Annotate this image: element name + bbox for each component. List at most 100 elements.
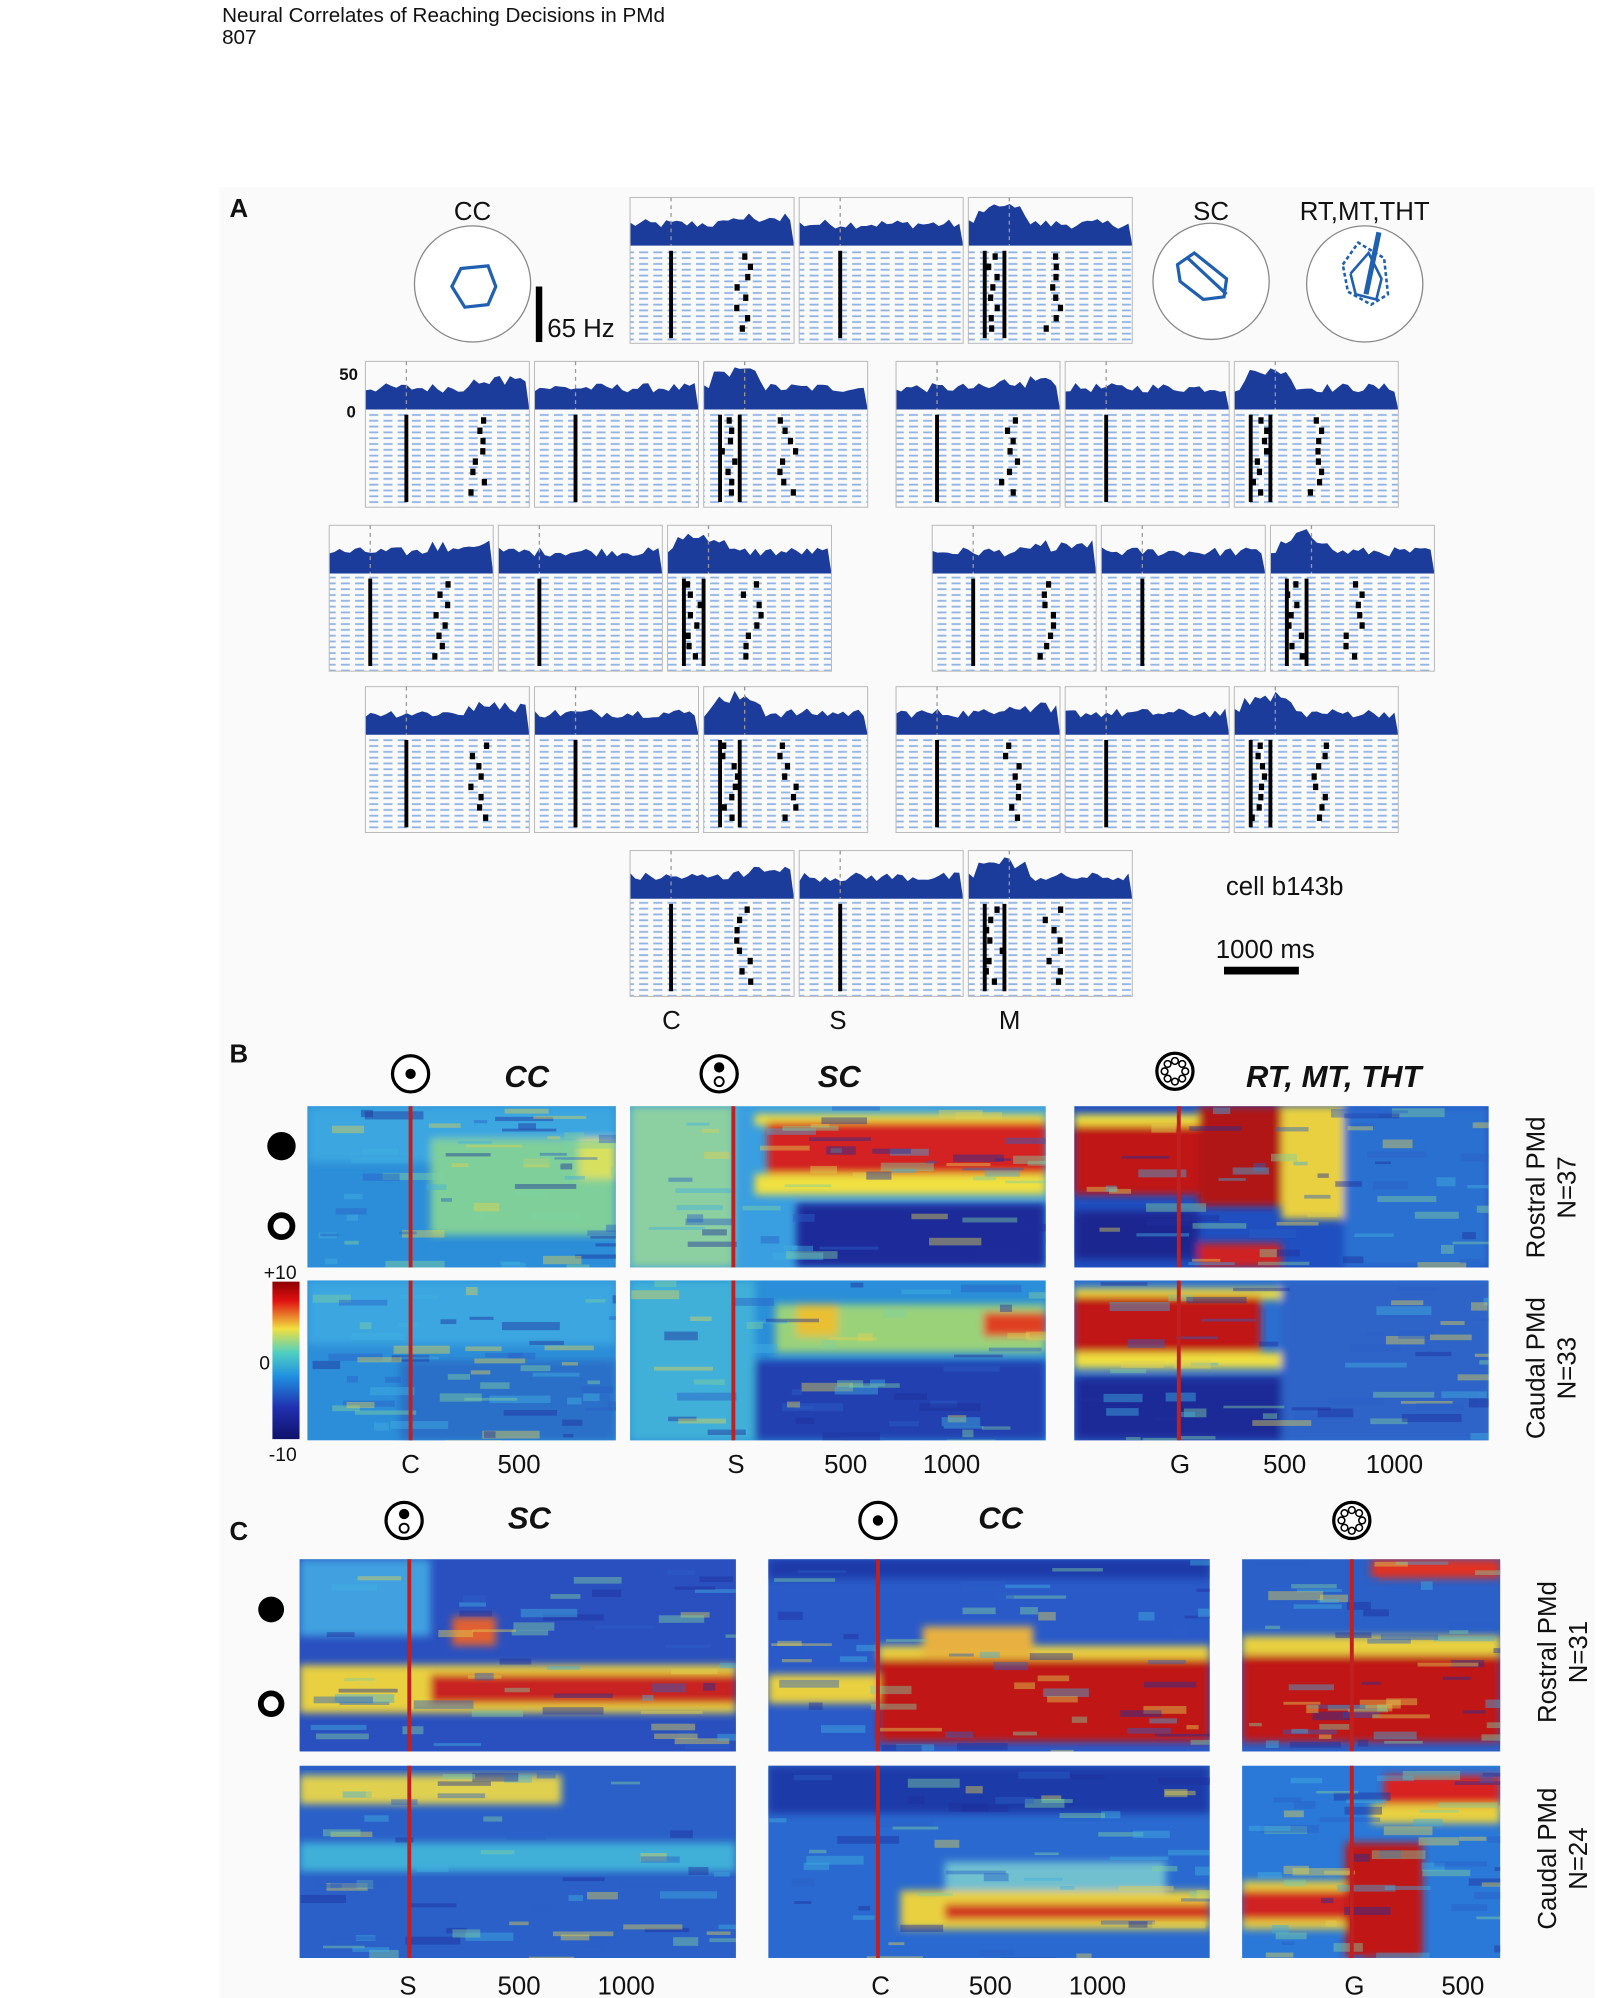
event-mark [743, 294, 749, 301]
heatmap-noise [866, 1171, 892, 1180]
heatmap-noise [1384, 1885, 1431, 1891]
row-n: N=37 [1554, 1156, 1582, 1218]
event-mark [1255, 752, 1261, 760]
event-bar [681, 578, 686, 666]
event-mark [432, 653, 438, 660]
heatmap-noise [393, 1345, 450, 1354]
event-label: S [829, 1007, 846, 1035]
heatmap-noise [631, 1290, 680, 1300]
event-mark [1053, 263, 1059, 271]
heatmap-noise [328, 1353, 383, 1361]
heatmap-noise [1257, 1872, 1282, 1879]
heatmap-noise [720, 1662, 736, 1669]
event-line [876, 1559, 880, 1752]
heatmap-noise [1043, 1688, 1089, 1697]
condition-icon-dot [1347, 1526, 1356, 1535]
event-mark [748, 978, 754, 985]
event-mark [729, 793, 735, 801]
event-bar [669, 250, 674, 339]
heatmap-noise [1223, 1405, 1285, 1409]
event-mark [1261, 437, 1268, 445]
heatmap-noise [1025, 1331, 1046, 1341]
condition-icon-dot [1358, 1516, 1367, 1525]
heatmap-noise [784, 1184, 832, 1188]
heatmap-noise [1357, 1739, 1369, 1747]
condition-icon-dot [1340, 1523, 1349, 1532]
heatmap-noise [1024, 1877, 1063, 1881]
event-mark [439, 642, 445, 650]
heatmap-blobs [307, 1280, 616, 1441]
event-mark [745, 273, 751, 281]
heatmap-noise [946, 1439, 996, 1441]
heatmap-noise [447, 1374, 471, 1380]
event-bar [1002, 250, 1007, 339]
heatmap-noise [1292, 1868, 1350, 1876]
antipreferred-marker [257, 1690, 285, 1717]
event-mark [1318, 468, 1325, 476]
event-mark [484, 742, 490, 749]
heatmap-noise [952, 1154, 1005, 1162]
heatmap-noise [1349, 1343, 1401, 1352]
heatmap-noise [1401, 1414, 1462, 1423]
event-mark [687, 612, 693, 619]
heatmap-noise [439, 1393, 482, 1402]
heatmap-noise [879, 1727, 942, 1732]
event-mark [468, 489, 474, 496]
heatmap-noise [856, 1644, 876, 1652]
raster-trials [630, 248, 795, 344]
heatmap-noise [872, 1148, 911, 1154]
heatmap-noise [1419, 1809, 1459, 1813]
heatmap-noise [1189, 1126, 1242, 1131]
heatmap-noise [620, 1883, 681, 1888]
heatmap-noise [520, 1365, 551, 1372]
event-mark [1318, 427, 1325, 435]
heatmap-noise [1320, 1897, 1334, 1904]
heatmap-noise [610, 1781, 641, 1785]
heatmap-noise [595, 1625, 654, 1629]
heatmap-noise [518, 1123, 536, 1130]
heatmap-noise [1452, 1241, 1489, 1245]
event-mark [472, 458, 478, 465]
heatmap-noise [1333, 1792, 1391, 1801]
heatmap-noise [355, 1935, 376, 1941]
heatmap-noise [471, 1211, 487, 1220]
column-title: RT, MT, THT [1246, 1059, 1425, 1094]
heatmap-noise [451, 1163, 469, 1168]
heatmap-noise [395, 1837, 414, 1843]
heatmap-noise [364, 1111, 424, 1120]
heatmap-noise [1377, 1196, 1437, 1203]
heatmap-noise [1099, 1227, 1121, 1232]
event-mark [1322, 793, 1328, 801]
heatmap-noise [503, 1410, 558, 1416]
event-mark [1050, 284, 1056, 291]
event-mark [1012, 417, 1019, 424]
x-tick-label: 500 [1441, 1972, 1484, 1998]
event-mark [726, 417, 732, 424]
event-mark [739, 968, 745, 975]
event-mark [731, 763, 737, 770]
heatmap-noise [1164, 1790, 1196, 1796]
heatmap-noise [1402, 1770, 1461, 1780]
heatmap-noise [585, 1299, 606, 1303]
heatmap-band [767, 1122, 1046, 1174]
heatmap-noise [1198, 1608, 1210, 1618]
heatmap-noise [1265, 1625, 1281, 1630]
heatmap-noise [1354, 1233, 1394, 1237]
event-mark [480, 437, 486, 445]
heatmap-noise [469, 1316, 494, 1320]
heatmap-noise [1005, 1595, 1067, 1599]
x-tick-label: S [399, 1972, 416, 1998]
heatmap-band [768, 1765, 1210, 1814]
heatmap-noise [480, 1850, 515, 1855]
heatmap-noise [312, 1294, 352, 1303]
heatmap-noise [399, 1231, 417, 1235]
heatmap-noise [1142, 1437, 1179, 1441]
psth [534, 383, 699, 410]
heatmap-band [768, 1559, 1210, 1579]
heatmap-noise [1346, 1799, 1387, 1803]
heatmap-noise [1138, 1612, 1155, 1621]
raster-trials [932, 576, 1097, 672]
row-n: N=33 [1554, 1337, 1582, 1399]
event-mark [777, 417, 783, 424]
